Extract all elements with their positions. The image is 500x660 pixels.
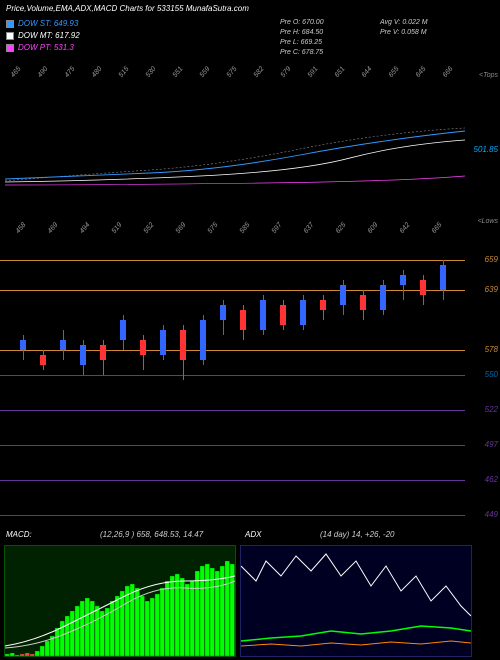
x-tick: 480: [91, 66, 104, 79]
x-tick: 494: [79, 222, 92, 235]
hline: [0, 375, 465, 376]
adx-panel: [240, 545, 472, 657]
candle-body: [440, 265, 446, 290]
candle-body: [40, 355, 46, 365]
candle-body: [240, 310, 246, 330]
ema-chart: [0, 80, 465, 200]
price-label: 501.85: [474, 145, 498, 154]
adx-label: ADX: [245, 530, 261, 539]
x-tick: 644: [361, 66, 374, 79]
legend-item: DOW MT: 617.92: [6, 30, 80, 42]
x-tick: 651: [334, 66, 347, 79]
x-tick: 666: [442, 66, 455, 79]
candle-body: [320, 300, 326, 310]
x-tick: 475: [64, 66, 77, 79]
x-tick: 551: [172, 66, 185, 79]
lows-label: <Lows: [478, 218, 498, 225]
x-tick: 665: [431, 222, 444, 235]
candle-body: [420, 280, 426, 295]
candle-body: [360, 295, 366, 310]
hline: [0, 515, 465, 516]
x-tick: 609: [367, 222, 380, 235]
x-tick: 569: [175, 222, 188, 235]
candle-body: [220, 305, 226, 320]
hline: [0, 410, 465, 411]
legend-item: DOW ST: 649.93: [6, 18, 80, 30]
candle-body: [180, 330, 186, 360]
y-label: 449: [485, 510, 498, 519]
x-tick: 575: [207, 222, 220, 235]
y-label: 497: [485, 440, 498, 449]
macd-params: (12,26,9 ) 658, 648.53, 14.47: [100, 530, 203, 539]
hline: [0, 290, 465, 291]
x-tick: 575: [226, 66, 239, 79]
y-label: 578: [485, 345, 498, 354]
macd-panel: [4, 545, 236, 657]
candle-body: [400, 275, 406, 285]
x-tick: 642: [399, 222, 412, 235]
y-label: 659: [485, 255, 498, 264]
candle-body: [100, 345, 106, 360]
chart-title: Price,Volume,EMA,ADX,MACD Charts for 533…: [6, 4, 249, 13]
x-tick: 637: [303, 222, 316, 235]
candle-body: [340, 285, 346, 305]
candle-body: [200, 320, 206, 360]
hline: [0, 350, 465, 351]
x-tick: 582: [253, 66, 266, 79]
x-tick: 465: [10, 66, 23, 79]
macd-label: MACD:: [6, 530, 32, 539]
x-tick: 519: [111, 222, 124, 235]
x-tick: 530: [145, 66, 158, 79]
candle-body: [160, 330, 166, 355]
x-tick: 552: [143, 222, 156, 235]
x-tick: 458: [15, 222, 28, 235]
candle-body: [120, 320, 126, 340]
candle-body: [380, 285, 386, 310]
candle-body: [80, 345, 86, 365]
candle-body: [280, 305, 286, 325]
x-tick: 625: [335, 222, 348, 235]
y-label: 550: [485, 370, 498, 379]
candle-body: [260, 300, 266, 330]
y-label: 522: [485, 405, 498, 414]
hline: [0, 445, 465, 446]
legend-item: DOW PT: 531.3: [6, 42, 80, 54]
adx-params: (14 day) 14, +26, -20: [320, 530, 395, 539]
x-tick: 591: [307, 66, 320, 79]
tops-label: <Tops: [479, 72, 498, 79]
x-tick: 469: [47, 222, 60, 235]
candle-body: [300, 300, 306, 325]
x-tick: 585: [239, 222, 252, 235]
candle-body: [140, 340, 146, 355]
candle-body: [60, 340, 66, 350]
x-tick: 645: [415, 66, 428, 79]
y-label: 462: [485, 475, 498, 484]
x-tick: 597: [271, 222, 284, 235]
x-tick: 515: [118, 66, 131, 79]
hline: [0, 260, 465, 261]
ohlc-info: Pre O: 670.00Pre H: 684.50Pre L: 669.25P…: [280, 18, 324, 58]
hline: [0, 480, 465, 481]
legend: DOW ST: 649.93DOW MT: 617.92DOW PT: 531.…: [6, 18, 80, 54]
candle-body: [20, 340, 26, 350]
x-tick: 490: [37, 66, 50, 79]
x-tick: 559: [199, 66, 212, 79]
x-tick: 655: [388, 66, 401, 79]
volume-info: Avg V: 0.022 MPre V: 0.058 M: [380, 18, 428, 38]
y-label: 639: [485, 285, 498, 294]
x-tick: 579: [280, 66, 293, 79]
